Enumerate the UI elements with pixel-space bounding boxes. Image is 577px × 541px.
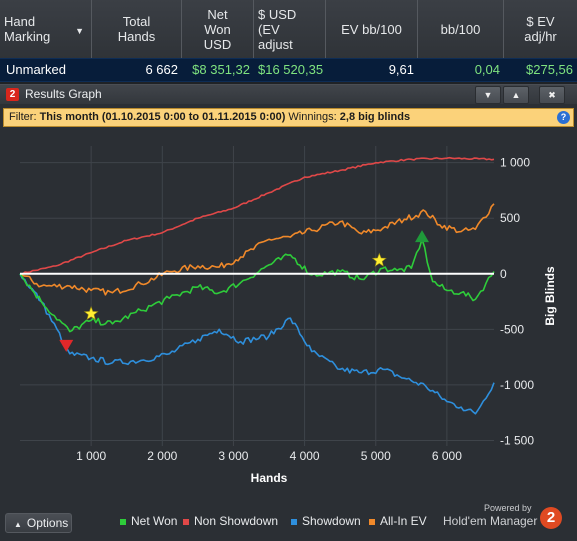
app-badge-icon: 2: [6, 88, 19, 101]
y-tick-label: 0: [500, 267, 507, 281]
column-header-total-hands[interactable]: Total Hands: [92, 0, 182, 58]
series-line-net-won: [19, 238, 495, 333]
legend-swatch: [291, 518, 297, 525]
cell-usd-ev-adjust: $16 520,35: [258, 62, 324, 77]
window-title-bar[interactable]: 2 Results Graph ▼ ▲ ✖: [0, 85, 577, 104]
y-tick-label: 500: [500, 211, 520, 225]
legend-label: Non Showdown: [194, 514, 279, 528]
column-label: $ USD (EV adjust: [258, 6, 297, 52]
winnings-label: Winnings:: [288, 111, 337, 123]
legend-item-non-showdown[interactable]: Non Showdown: [183, 514, 278, 528]
column-header-usd-ev-adjust[interactable]: $ USD (EV adjust: [254, 0, 326, 58]
x-tick-label: 2 000: [147, 449, 177, 463]
column-label: EV bb/100: [341, 21, 402, 37]
y-tick-label: -1 000: [500, 378, 534, 392]
close-icon: ✖: [548, 90, 556, 100]
y-axis-label: Big Blinds: [543, 266, 557, 326]
legend-label: All-In EV: [380, 514, 427, 528]
options-button[interactable]: ▲ Options: [5, 513, 72, 533]
help-icon[interactable]: ?: [557, 111, 570, 124]
column-header-bb100[interactable]: bb/100: [418, 0, 504, 58]
brand-name: Hold'em Manager: [443, 514, 538, 528]
legend-swatch: [183, 518, 189, 525]
star-marker-icon: [371, 252, 387, 267]
winnings-value: 2,8 big blinds: [339, 111, 411, 123]
column-header-hand-marking[interactable]: Hand Marking ▼: [0, 0, 92, 58]
column-label: bb/100: [440, 21, 481, 37]
column-label: Net Won USD: [203, 6, 232, 52]
cell-bb100: 0,04: [474, 62, 500, 77]
column-label: $ EV adj/hr: [524, 14, 557, 44]
x-tick-label: 3 000: [218, 449, 248, 463]
filter-value: This month (01.10.2015 0:00 to 01.11.201…: [39, 111, 286, 123]
plot-area: [20, 146, 494, 446]
y-tick-label: -1 500: [500, 433, 534, 447]
series-line-all-in-ev: [19, 203, 495, 296]
cell-hand-marking: Unmarked: [6, 62, 66, 77]
legend-swatch: [369, 518, 375, 525]
stats-table-header: Hand Marking ▼ Total Hands Net Won USD $…: [0, 0, 577, 59]
x-tick-label: 5 000: [361, 449, 391, 463]
cell-ev-bb100: 9,61: [388, 62, 414, 77]
close-button[interactable]: ✖: [539, 86, 565, 104]
brand-powered-by: Powered by: [484, 503, 532, 513]
x-tick-label: 4 000: [290, 449, 320, 463]
collapse-button[interactable]: ▼: [475, 86, 501, 104]
column-label: Hand Marking: [4, 14, 51, 44]
expand-button[interactable]: ▲: [503, 86, 529, 104]
column-header-ev-adj-hr[interactable]: $ EV adj/hr: [504, 0, 577, 58]
legend-item-net-won[interactable]: Net Won: [120, 514, 177, 528]
triangle-up-marker-icon: [414, 230, 429, 243]
x-tick-label: 1 000: [76, 449, 106, 463]
triangle-down-marker-icon: [59, 339, 74, 352]
window-title: Results Graph: [25, 87, 102, 101]
filter-label: Filter:: [9, 111, 37, 123]
legend-label: Net Won: [131, 514, 178, 528]
cell-total-hands: 6 662: [145, 62, 178, 77]
column-header-ev-bb100[interactable]: EV bb/100: [326, 0, 418, 58]
collapse-icon: ▼: [483, 90, 493, 100]
options-label: Options: [26, 516, 69, 530]
star-marker-icon: [83, 305, 99, 321]
stats-table: Hand Marking ▼ Total Hands Net Won USD $…: [0, 0, 577, 86]
cell-net-won-usd: $8 351,32: [192, 62, 250, 77]
x-axis-label: Hands: [251, 471, 288, 485]
caret-down-icon[interactable]: ▼: [75, 26, 84, 36]
caret-up-icon: ▲: [14, 520, 22, 529]
expand-icon: ▲: [511, 90, 521, 100]
y-tick-label: 1 000: [500, 156, 530, 170]
legend-item-all-in-ev[interactable]: All-In EV: [369, 514, 427, 528]
legend-swatch: [120, 518, 126, 525]
series-line-showdown: [19, 273, 495, 415]
filter-bar[interactable]: Filter: This month (01.10.2015 0:00 to 0…: [3, 108, 574, 127]
cell-ev-adj-hr: $275,56: [526, 62, 573, 77]
column-header-net-won-usd[interactable]: Net Won USD: [182, 0, 254, 58]
legend-item-showdown[interactable]: Showdown: [291, 514, 361, 528]
x-tick-label: 6 000: [432, 449, 462, 463]
series-line-non-showdown: [19, 156, 495, 275]
legend-label: Showdown: [302, 514, 361, 528]
y-tick-label: -500: [500, 322, 524, 336]
table-row[interactable]: Unmarked 6 662 $8 351,32 $16 520,35 9,61…: [0, 58, 577, 82]
hem2-logo-icon: 2: [540, 507, 562, 529]
column-label: Total Hands: [117, 14, 156, 44]
